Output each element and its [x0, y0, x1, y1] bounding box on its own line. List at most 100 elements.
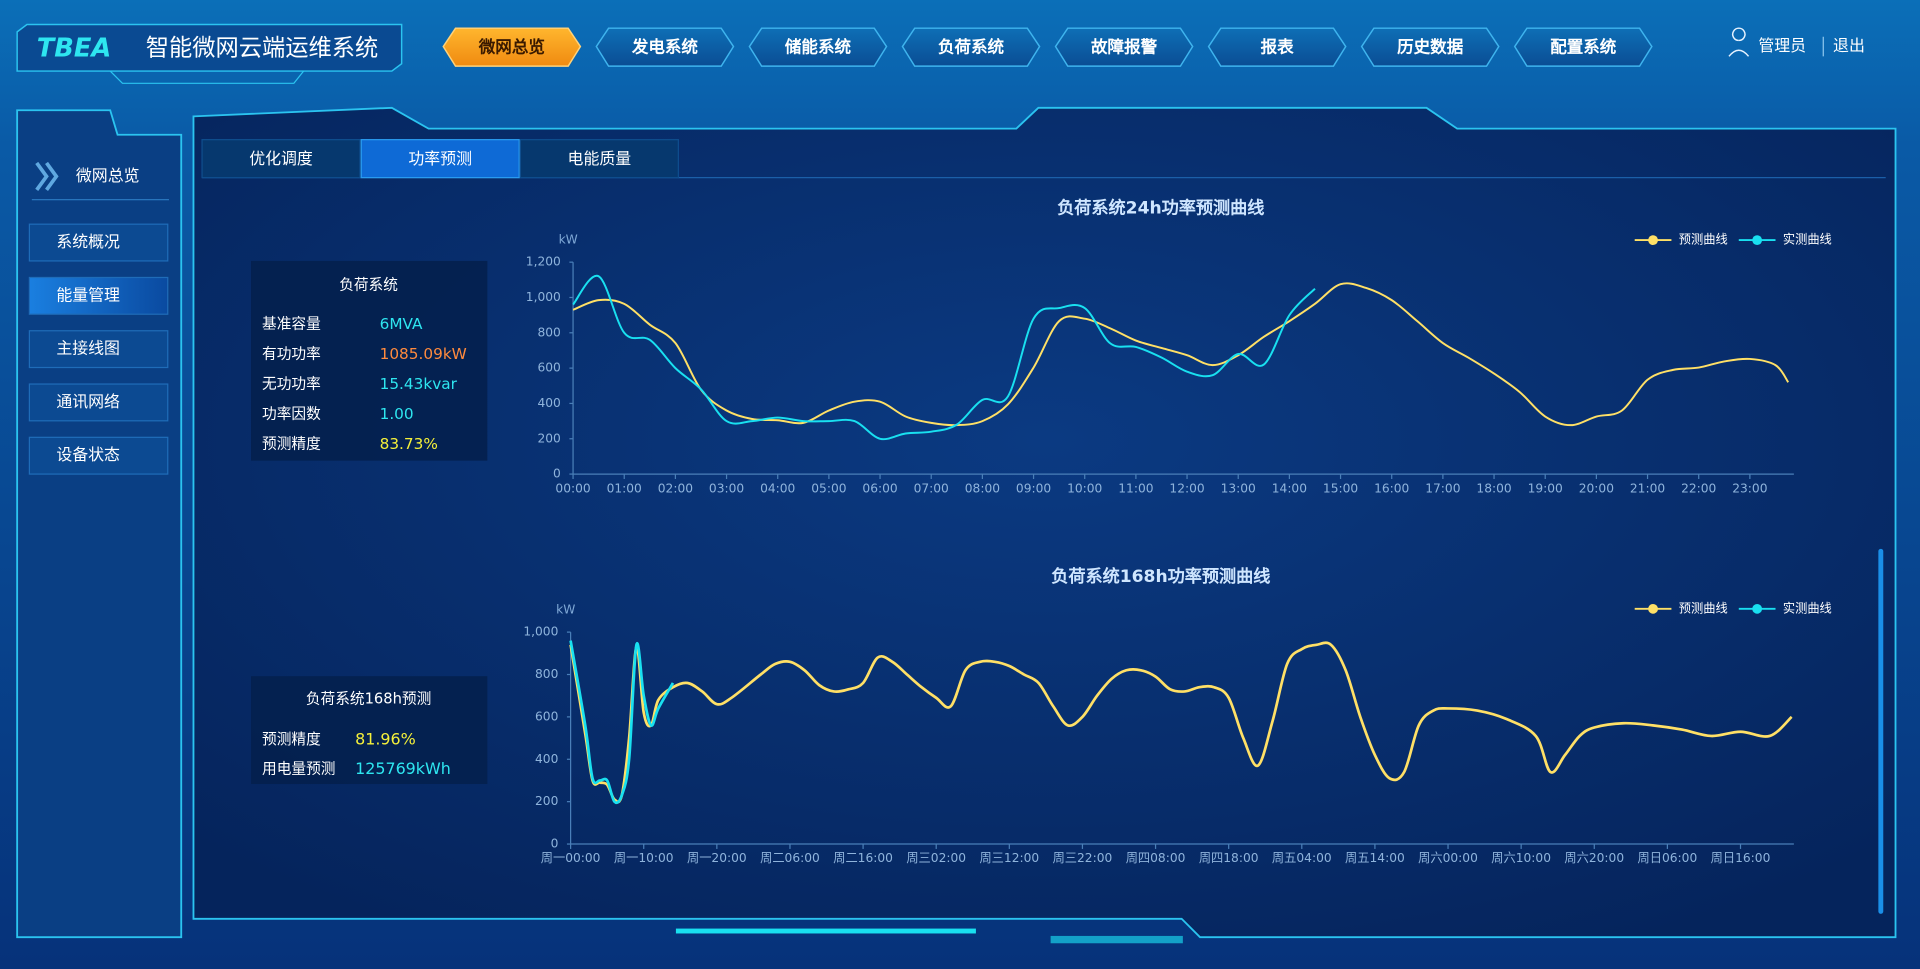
- y-tick-label: 600: [537, 361, 560, 375]
- y-tick-label: 200: [535, 794, 558, 808]
- x-tick-label: 06:00: [862, 481, 897, 495]
- series-line: [572, 282, 1790, 427]
- sidebar-frame: [16, 109, 183, 939]
- user-name[interactable]: 管理员: [1758, 36, 1806, 55]
- y-tick-label: 600: [535, 709, 558, 723]
- nav-button[interactable]: [748, 27, 888, 67]
- nav-label[interactable]: 报表: [1261, 36, 1295, 56]
- nav-button[interactable]: [1207, 27, 1347, 67]
- user-icon: [1728, 27, 1750, 57]
- scrollbar[interactable]: [1878, 548, 1884, 914]
- x-tick-label: 15:00: [1323, 481, 1358, 495]
- sidebar-button[interactable]: [28, 276, 169, 315]
- x-tick-label: 周一10:00: [614, 851, 674, 865]
- x-tick-label: 周二06:00: [760, 851, 820, 865]
- y-tick-label: 800: [537, 325, 560, 339]
- x-tick-label: 22:00: [1681, 481, 1716, 495]
- sidebar-label[interactable]: 通讯网络: [56, 392, 120, 411]
- logo-deco: [109, 70, 305, 84]
- nav-item[interactable]: 储能系统: [748, 27, 888, 67]
- sidebar-label[interactable]: 能量管理: [56, 285, 120, 304]
- sidebar-button[interactable]: [28, 383, 169, 422]
- info-label: 预测精度: [262, 436, 321, 453]
- nav-item[interactable]: 历史数据: [1360, 27, 1500, 67]
- logout[interactable]: 退出: [1833, 36, 1865, 55]
- nav-label[interactable]: 微网总览: [478, 36, 545, 56]
- x-tick-label: 01:00: [607, 481, 642, 495]
- legend-dot: [1752, 603, 1763, 614]
- tab-label[interactable]: 电能质量: [568, 149, 632, 168]
- nav-item[interactable]: 报表: [1207, 27, 1347, 67]
- x-tick-label: 23:00: [1732, 481, 1767, 495]
- nav-label[interactable]: 发电系统: [631, 36, 699, 56]
- legend-label[interactable]: 预测曲线: [1679, 233, 1728, 247]
- x-tick-label: 周五04:00: [1272, 851, 1332, 865]
- legend-dot: [1752, 235, 1763, 246]
- y-tick-label: 1,200: [526, 255, 561, 269]
- info-title: 负荷系统168h预测: [306, 690, 431, 707]
- nav-button[interactable]: [442, 27, 582, 67]
- nav-label[interactable]: 储能系统: [785, 36, 852, 56]
- nav-label[interactable]: 历史数据: [1397, 36, 1464, 56]
- sidebar-title: 微网总览: [76, 166, 140, 185]
- sidebar-button[interactable]: [28, 436, 169, 475]
- nav-button[interactable]: [1054, 27, 1194, 67]
- sidebar-label[interactable]: 设备状态: [56, 445, 120, 464]
- y-tick-label: 1,000: [523, 625, 558, 639]
- nav-button[interactable]: [1360, 27, 1500, 67]
- tab[interactable]: [360, 139, 520, 179]
- x-tick-label: 16:00: [1374, 481, 1409, 495]
- tab-label[interactable]: 优化调度: [249, 149, 313, 168]
- x-tick-label: 11:00: [1118, 481, 1153, 495]
- sidebar-label[interactable]: 主接线图: [56, 339, 120, 358]
- y-axis-label: kW: [559, 233, 578, 247]
- y-tick-label: 200: [537, 431, 560, 445]
- y-tick-label: 400: [537, 396, 560, 410]
- nav-item[interactable]: 故障报警: [1054, 27, 1194, 67]
- x-tick-label: 周三22:00: [1053, 851, 1113, 865]
- info-value: 81.96%: [355, 729, 416, 748]
- x-tick-label: 02:00: [658, 481, 693, 495]
- nav-button[interactable]: [595, 27, 735, 67]
- info-label: 用电量预测: [262, 760, 335, 777]
- nav-item[interactable]: 配置系统: [1513, 27, 1653, 67]
- nav-button[interactable]: [1513, 27, 1653, 67]
- info-panel: [251, 260, 488, 461]
- legend-label[interactable]: 实测曲线: [1783, 600, 1832, 615]
- x-tick-label: 20:00: [1579, 481, 1614, 495]
- nav-item[interactable]: 负荷系统: [901, 27, 1041, 67]
- legend-label[interactable]: 实测曲线: [1783, 232, 1832, 247]
- info-label: 有功功率: [262, 346, 321, 363]
- legend-label[interactable]: 预测曲线: [1679, 601, 1728, 615]
- logo: TBEA: [37, 33, 112, 63]
- x-tick-label: 07:00: [914, 481, 949, 495]
- nav-label[interactable]: 负荷系统: [938, 36, 1005, 56]
- x-tick-label: 08:00: [965, 481, 1000, 495]
- chart-title: 负荷系统24h功率预测曲线: [1057, 197, 1264, 218]
- nav-label[interactable]: 故障报警: [1091, 36, 1158, 56]
- x-tick-label: 00:00: [555, 481, 590, 495]
- x-tick-label: 周六20:00: [1564, 851, 1624, 865]
- nav-item[interactable]: 发电系统: [595, 27, 735, 67]
- x-tick-label: 18:00: [1476, 481, 1511, 495]
- sidebar-button[interactable]: [28, 223, 169, 262]
- legend-dot: [1648, 603, 1658, 614]
- nav-item[interactable]: 微网总览: [442, 27, 582, 67]
- tab[interactable]: [201, 139, 361, 179]
- info-label: 预测精度: [262, 731, 321, 748]
- tab-label[interactable]: 功率预测: [408, 149, 472, 168]
- bottom-stripe: [1050, 935, 1183, 944]
- x-tick-label: 周六00:00: [1418, 851, 1478, 865]
- y-tick-label: 1,000: [526, 290, 561, 304]
- series-line: [572, 274, 1316, 441]
- y-axis-label: kW: [556, 603, 575, 617]
- x-tick-label: 12:00: [1169, 481, 1204, 495]
- nav-button[interactable]: [901, 27, 1041, 67]
- info-panel: [251, 676, 488, 785]
- x-tick-label: 周四08:00: [1126, 851, 1186, 865]
- sidebar-label[interactable]: 系统概况: [56, 232, 120, 251]
- nav-label[interactable]: 配置系统: [1550, 36, 1617, 56]
- tab[interactable]: [519, 139, 679, 179]
- sidebar-button[interactable]: [28, 330, 169, 369]
